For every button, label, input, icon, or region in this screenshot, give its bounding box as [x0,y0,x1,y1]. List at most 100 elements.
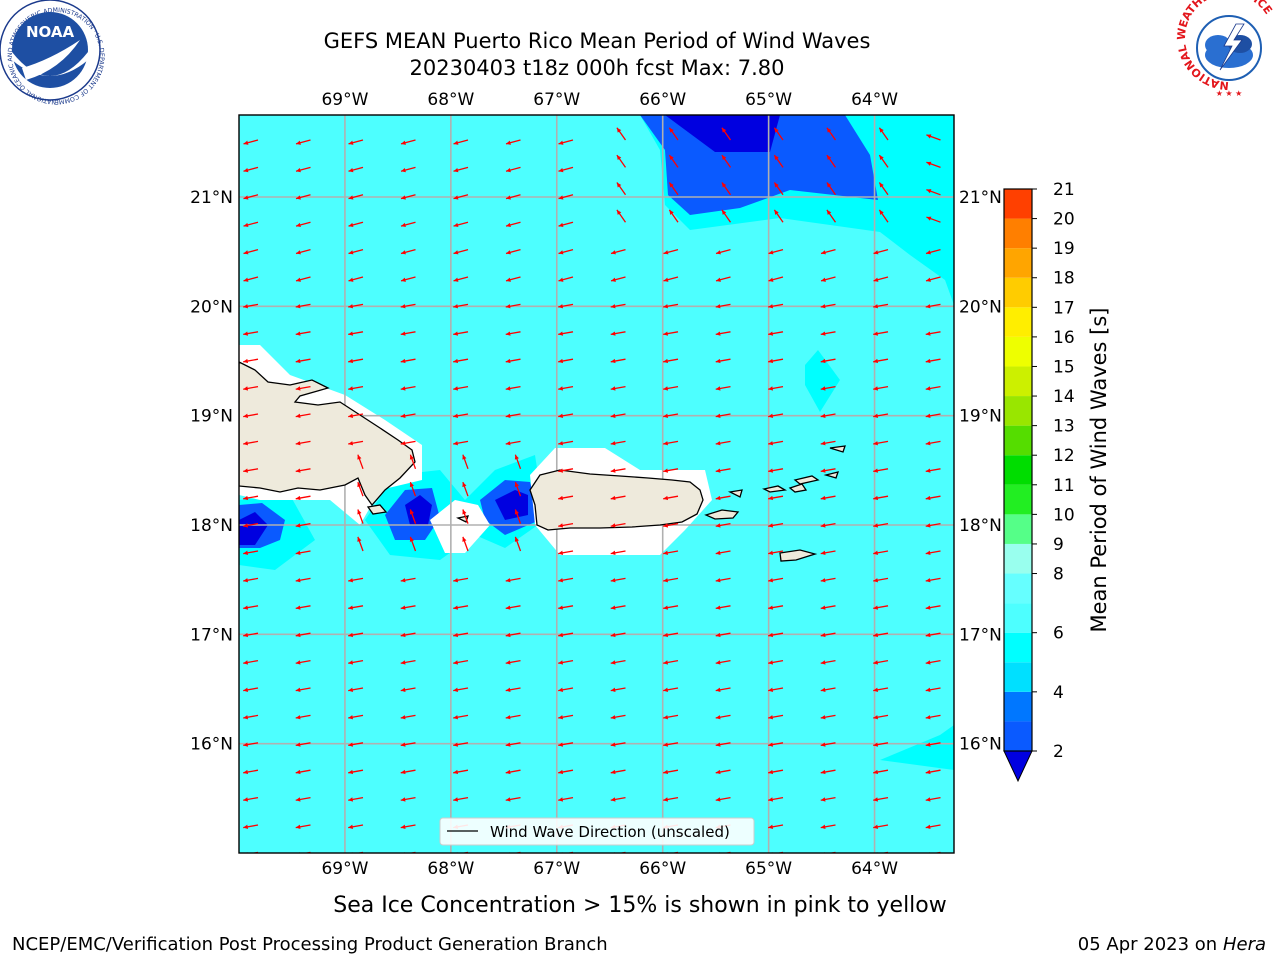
wave-direction-arrow [925,796,941,802]
wave-direction-arrow [820,632,836,638]
wave-direction-arrow [663,550,679,555]
wave-direction-arrow [715,303,731,309]
colorbar-segment [1004,307,1032,337]
colorbar-segment [1004,691,1032,722]
wave-direction-arrow [873,769,889,775]
wave-direction-arrow [505,796,521,802]
wave-direction-arrow [505,659,521,665]
wave-direction-arrow [453,796,469,802]
wave-direction-arrow [715,687,731,692]
wave-direction-arrow [715,659,731,665]
colorbar-extension [1003,750,1033,783]
wave-direction-arrow [243,139,259,145]
wave-direction-arrow [453,714,469,720]
wave-direction-arrow [453,632,469,638]
wave-direction-arrow [663,248,679,255]
wave-direction-arrow [715,385,731,391]
wave-direction-arrow [409,536,417,552]
wave-direction-arrow [295,276,311,282]
colorbar-segment [1004,573,1032,604]
colorbar-tick-label: 8 [1053,565,1064,585]
wave-direction-arrow [820,605,836,610]
wave-direction-arrow [295,550,311,555]
wave-direction-arrow [663,468,679,473]
wave-direction-arrow [715,605,731,610]
wave-direction-arrow [295,522,311,528]
wave-direction-arrow [820,413,836,418]
wave-direction-arrow [243,742,259,747]
wave-direction-arrow [768,522,784,528]
wave-direction-arrow [400,440,416,446]
coastal-mask-mona [430,500,490,553]
wave-direction-arrow [243,440,259,446]
lat-label-right: 20°N [959,297,1002,317]
wave-direction-arrow [610,468,626,473]
wave-direction-arrow [715,276,731,282]
wave-direction-arrow [243,687,259,692]
wave-direction-arrow [925,248,941,255]
wave-direction-arrow [926,216,941,223]
wave-direction-arrow [243,796,259,802]
wave-direction-arrow [400,139,416,145]
wave-direction-arrow [820,522,836,528]
wave-direction-arrow [610,769,626,775]
wave-direction-arrow [873,742,889,747]
wave-direction-arrow [715,358,731,364]
lon-label-bottom: 65°W [745,859,792,879]
wave-direction-arrow [820,824,836,829]
lat-label-left: 19°N [190,407,233,427]
wave-direction-arrow [878,154,889,168]
wave-direction-arrow [668,209,679,223]
wave-direction-arrow [768,824,784,829]
wave-direction-arrow [558,742,574,747]
wave-direction-arrow [453,139,469,145]
wave-direction-arrow [925,824,941,829]
wave-direction-arrow [357,454,364,470]
wave-direction-arrow [820,276,836,282]
lat-label-right: 18°N [959,516,1002,536]
wave-direction-arrow [400,769,416,775]
wave-direction-arrow [243,632,259,638]
wave-direction-arrow [558,659,574,665]
wave-direction-arrow [243,413,259,418]
colorbar-tick-label: 11 [1053,476,1075,496]
wave-direction-arrow [663,276,679,282]
land-vieques [704,509,740,520]
wave-direction-arrow [400,577,416,583]
wave-direction-arrow [820,659,836,665]
wave-direction-arrow [715,769,731,775]
wave-direction-arrow [873,714,889,720]
lat-label-left: 17°N [190,625,233,645]
wave-direction-arrow [768,632,784,638]
wave-direction-arrow [295,248,311,255]
wave-direction-arrow [820,796,836,802]
title-line-2: 20230403 t18z 000h fcst Max: 7.80 [410,56,785,80]
wave-direction-arrow [925,687,941,692]
wave-direction-arrow [400,796,416,802]
wave-direction-arrow [453,358,469,364]
wave-direction-arrow [773,127,784,141]
land-culebra [727,489,743,498]
wave-direction-arrow [663,742,679,747]
wave-direction-arrow [668,182,679,196]
colorbar-tick-label: 20 [1053,210,1075,230]
wave-direction-arrow [558,166,574,173]
wave-direction-arrow [610,687,626,692]
wave-direction-arrow [926,189,941,196]
wave-direction-arrow [295,166,311,173]
land-masses [239,361,846,562]
wave-direction-arrow [295,742,311,747]
wave-direction-arrow [243,769,259,775]
wave-direction-arrow [505,440,521,446]
lat-label-right: 17°N [959,625,1002,645]
latitude-labels-left: 21°N 20°N 19°N 18°N 17°N 16°N [190,188,233,755]
colorbar-segment [1004,248,1032,278]
wave-direction-arrow [925,714,941,720]
wave-direction-arrow [826,127,837,141]
colorbar-segment [1004,425,1032,456]
wave-direction-arrow [400,632,416,638]
wave-direction-arrow [768,714,784,720]
wave-direction-arrow [768,248,784,255]
wave-direction-arrow [610,276,626,282]
wave-direction-arrow [768,303,784,309]
